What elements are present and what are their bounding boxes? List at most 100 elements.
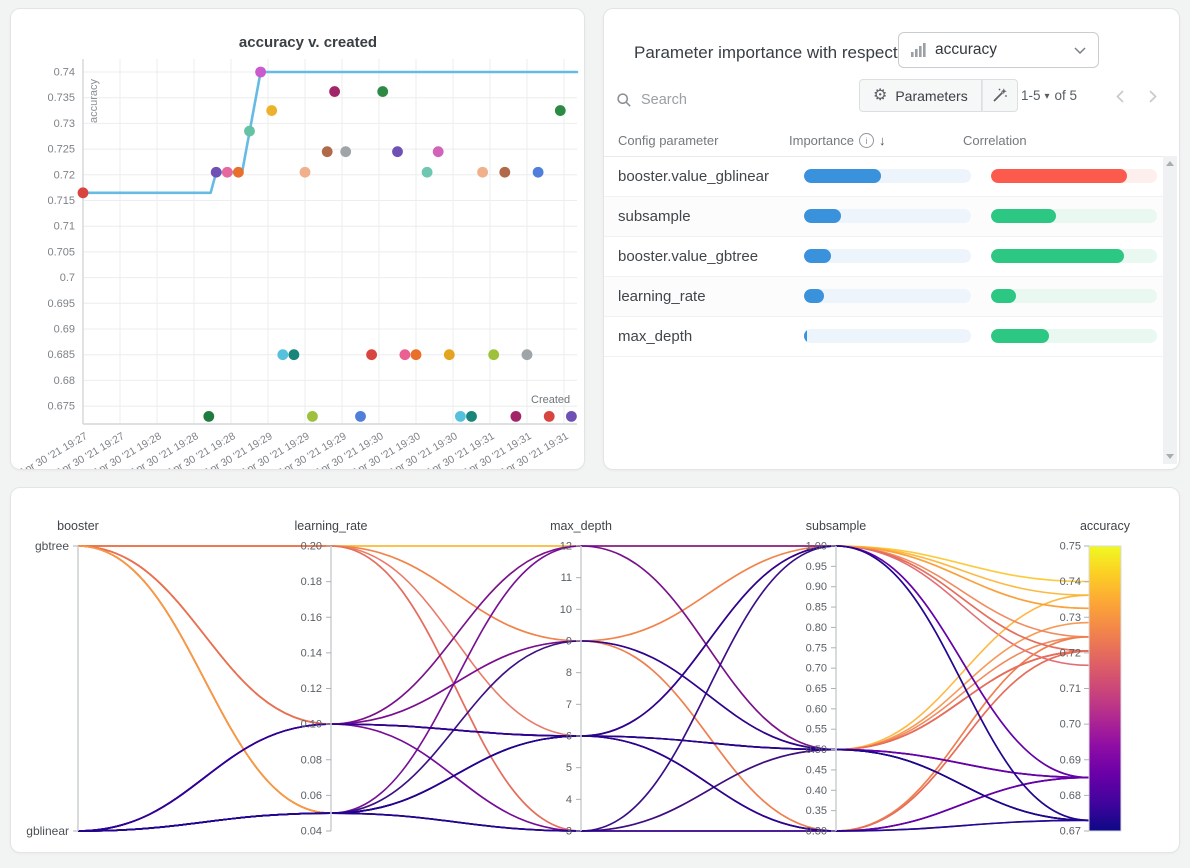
- column-header-correlation[interactable]: Correlation: [963, 133, 1027, 148]
- parameters-button[interactable]: ⚙ Parameters: [859, 79, 982, 112]
- chevron-right-icon: [1149, 89, 1157, 103]
- svg-text:0.705: 0.705: [47, 246, 75, 258]
- svg-text:0.68: 0.68: [54, 375, 75, 387]
- svg-text:10: 10: [560, 604, 572, 616]
- importance-bar: [804, 289, 971, 303]
- pagination-range-selector[interactable]: 1-5 ▾ of 5: [1021, 79, 1077, 112]
- svg-text:0.71: 0.71: [54, 221, 75, 233]
- caret-down-icon: ▾: [1044, 91, 1050, 102]
- sort-desc-icon[interactable]: ↓: [879, 133, 886, 148]
- scroll-up-icon[interactable]: [1166, 161, 1174, 166]
- svg-text:0.675: 0.675: [47, 401, 75, 413]
- svg-text:7: 7: [566, 699, 572, 711]
- svg-text:0.20: 0.20: [301, 541, 322, 553]
- svg-text:0.30: 0.30: [806, 826, 827, 838]
- bar-chart-icon: [911, 43, 926, 57]
- svg-text:11: 11: [561, 572, 572, 584]
- svg-text:0.72: 0.72: [54, 169, 75, 181]
- importance-bar: [804, 169, 971, 183]
- table-row[interactable]: booster.value_gbtree: [604, 237, 1165, 277]
- svg-text:0.73: 0.73: [1060, 612, 1081, 624]
- parameter-importance-panel: Parameter importance with respect to acc…: [603, 8, 1180, 470]
- svg-text:1.00: 1.00: [806, 541, 827, 553]
- svg-text:gbtree: gbtree: [35, 539, 69, 553]
- svg-text:accuracy: accuracy: [88, 78, 100, 123]
- svg-text:Created: Created: [531, 394, 570, 406]
- svg-text:6: 6: [566, 731, 572, 743]
- svg-text:0.695: 0.695: [47, 298, 75, 310]
- svg-text:0.75: 0.75: [806, 642, 827, 654]
- table-toolbar-buttons: ⚙ Parameters: [859, 79, 1018, 112]
- table-row[interactable]: max_depth: [604, 317, 1165, 357]
- svg-text:accuracy v. created: accuracy v. created: [239, 34, 377, 51]
- correlation-bar: [991, 209, 1157, 223]
- table-row[interactable]: learning_rate: [604, 277, 1165, 317]
- config-parameter-name: learning_rate: [618, 288, 706, 305]
- pagination-next-button[interactable]: [1140, 83, 1166, 109]
- importance-bar: [804, 209, 971, 223]
- search-input[interactable]: [639, 91, 793, 109]
- metric-dropdown-value: accuracy: [935, 41, 998, 58]
- panel-title: Parameter importance with respect to: [634, 43, 917, 62]
- metric-dropdown[interactable]: accuracy: [898, 32, 1099, 68]
- table-scrollbar[interactable]: [1163, 156, 1177, 464]
- svg-text:0.35: 0.35: [806, 805, 827, 817]
- chevron-left-icon: [1116, 89, 1124, 103]
- svg-text:0.68: 0.68: [1060, 790, 1081, 802]
- svg-text:0.71: 0.71: [1060, 683, 1081, 695]
- search-icon: [617, 93, 631, 107]
- svg-text:4: 4: [566, 794, 572, 806]
- scatter-panel: accuracy v. created 0.74 0.735 0.73 0.725 0.7…: [10, 8, 585, 470]
- svg-text:0.16: 0.16: [301, 612, 322, 624]
- svg-text:gblinear: gblinear: [26, 824, 69, 838]
- svg-text:0.60: 0.60: [806, 703, 827, 715]
- svg-text:0.08: 0.08: [301, 754, 322, 766]
- table-row[interactable]: subsample: [604, 197, 1165, 237]
- correlation-bar: [991, 169, 1157, 183]
- svg-text:0.04: 0.04: [301, 826, 322, 838]
- parameters-button-label: Parameters: [895, 87, 968, 104]
- scroll-down-icon[interactable]: [1166, 454, 1174, 459]
- svg-text:0.75: 0.75: [1060, 541, 1081, 553]
- table-row[interactable]: booster.value_gblinear: [604, 157, 1165, 197]
- svg-text:0.69: 0.69: [54, 324, 75, 336]
- config-parameter-name: max_depth: [618, 328, 693, 345]
- config-parameter-name: booster.value_gbtree: [618, 248, 759, 265]
- svg-text:0.73: 0.73: [54, 118, 75, 130]
- column-header-parameter[interactable]: Config parameter: [618, 133, 719, 148]
- svg-text:3: 3: [566, 826, 572, 838]
- svg-text:0.10: 0.10: [301, 719, 322, 731]
- info-icon[interactable]: i: [859, 133, 875, 148]
- parallel-coordinates-chart[interactable]: booster gbtree gblinear learning_rate 0.20 0.…: [11, 488, 1179, 852]
- parallel-coordinates-panel: booster gbtree gblinear learning_rate 0.20 0.…: [10, 487, 1180, 853]
- config-parameter-name: booster.value_gblinear: [618, 168, 769, 185]
- svg-text:0.12: 0.12: [301, 683, 322, 695]
- svg-text:9: 9: [566, 636, 572, 648]
- svg-text:0.06: 0.06: [301, 790, 322, 802]
- svg-text:learning_rate: learning_rate: [295, 519, 368, 533]
- svg-text:0.69: 0.69: [1060, 754, 1081, 766]
- svg-text:booster: booster: [57, 519, 99, 533]
- svg-text:max_depth: max_depth: [550, 519, 612, 533]
- svg-text:subsample: subsample: [806, 519, 866, 533]
- svg-text:0.70: 0.70: [1060, 719, 1081, 731]
- importance-bar: [804, 249, 971, 263]
- column-header-importance[interactable]: Importance i ↓: [789, 133, 886, 148]
- search-box: [616, 91, 793, 109]
- config-parameter-name: subsample: [618, 208, 691, 225]
- svg-text:0.74: 0.74: [54, 67, 75, 79]
- pagination-range: 1-5: [1021, 88, 1041, 103]
- correlation-bar: [991, 289, 1157, 303]
- pagination-prev-button[interactable]: [1107, 83, 1133, 109]
- svg-text:8: 8: [566, 667, 572, 679]
- magic-wand-icon: [993, 88, 1008, 102]
- svg-text:0.7: 0.7: [60, 272, 75, 284]
- correlation-bar: [991, 329, 1157, 343]
- scatter-chart[interactable]: accuracy v. created 0.74 0.735 0.73 0.725 0.7…: [11, 9, 584, 469]
- svg-text:12: 12: [560, 541, 572, 553]
- importance-table: booster.value_gblinear subsample booster.v…: [604, 156, 1165, 357]
- svg-text:0.70: 0.70: [806, 663, 827, 675]
- svg-text:0.55: 0.55: [806, 724, 827, 736]
- magic-wand-button[interactable]: [981, 79, 1018, 112]
- svg-text:0.90: 0.90: [806, 581, 827, 593]
